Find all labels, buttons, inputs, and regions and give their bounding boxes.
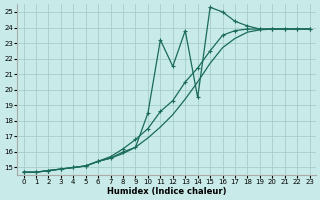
X-axis label: Humidex (Indice chaleur): Humidex (Indice chaleur) <box>107 187 226 196</box>
